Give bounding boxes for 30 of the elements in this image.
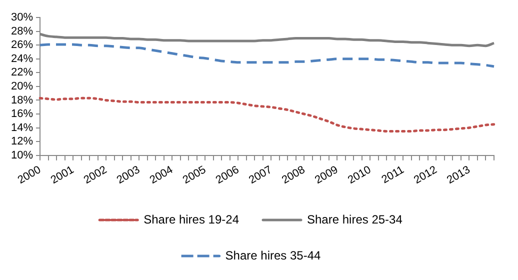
legend-label: Share hires 35-44 bbox=[225, 248, 322, 262]
x-tick-label: 2000 bbox=[16, 164, 44, 187]
x-tick-label: 2004 bbox=[148, 164, 176, 187]
x-tick-label: 2009 bbox=[312, 164, 340, 187]
y-tick-label: 20% bbox=[10, 80, 34, 92]
legend-label: Share hires 19-24 bbox=[144, 212, 240, 226]
line-series bbox=[38, 96, 496, 132]
x-tick-label: 2005 bbox=[180, 164, 208, 187]
x-tick-label: 2007 bbox=[246, 164, 274, 187]
x-tick-label: 2001 bbox=[48, 164, 76, 187]
line-series bbox=[38, 43, 496, 68]
y-tick-label: 12% bbox=[10, 136, 34, 148]
y-tick-label: 14% bbox=[10, 122, 34, 134]
y-tick-label: 30% bbox=[10, 12, 34, 24]
x-tick-label: 2011 bbox=[380, 164, 406, 186]
x-tick-label: 2008 bbox=[280, 164, 308, 187]
x-tick-label: 2013 bbox=[445, 164, 472, 187]
legend-label: Share hires 25-34 bbox=[307, 212, 403, 226]
y-tick-label: 28% bbox=[10, 25, 34, 38]
x-tick-label: 2006 bbox=[214, 164, 242, 187]
y-tick-label: 22% bbox=[10, 66, 34, 79]
x-tick-label: 2012 bbox=[412, 164, 440, 187]
y-tick-label: 18% bbox=[10, 94, 34, 106]
y-tick-label: 24% bbox=[10, 52, 34, 65]
x-tick-label: 2002 bbox=[82, 164, 110, 187]
y-tick-label: 26% bbox=[10, 39, 34, 52]
x-tick-label: 2010 bbox=[346, 164, 374, 187]
y-tick-label: 10% bbox=[10, 149, 34, 162]
x-tick-label: 2003 bbox=[114, 164, 142, 187]
y-tick-label: 16% bbox=[10, 108, 34, 120]
